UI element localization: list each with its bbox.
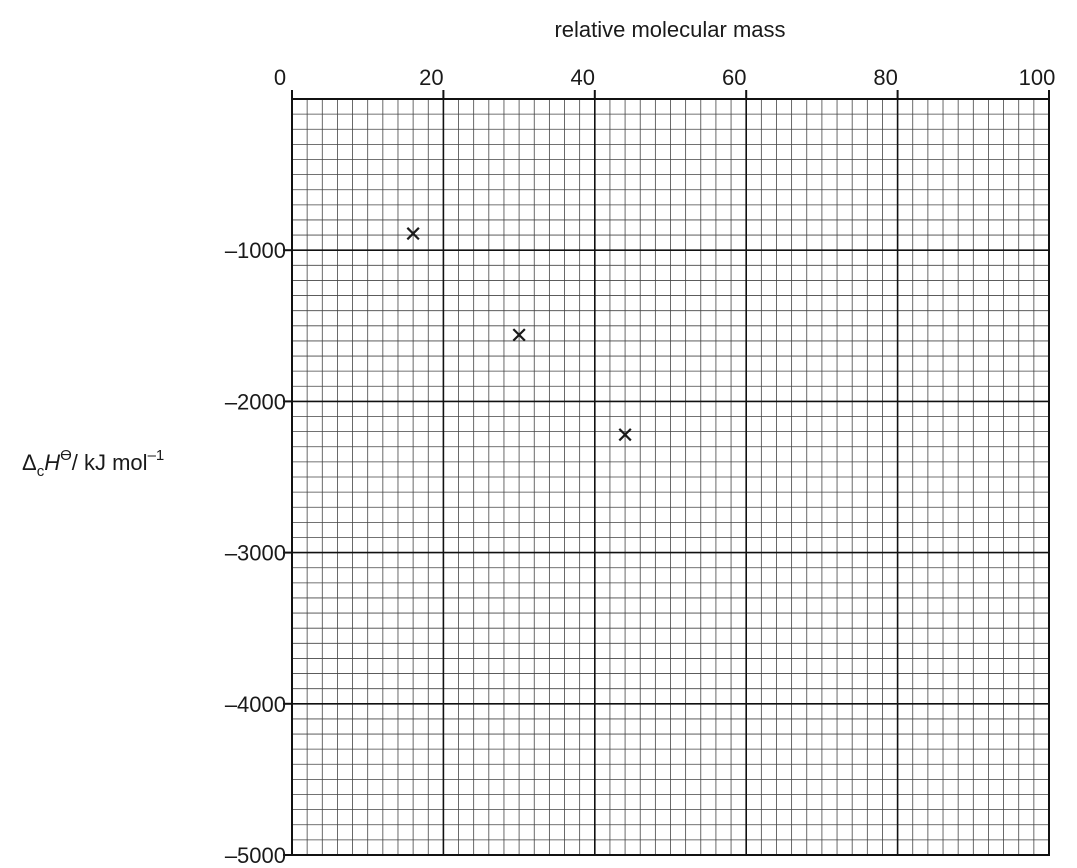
plot-border [291, 98, 1050, 856]
x-tick-label: 0 [274, 65, 286, 90]
y-tick-label: –5000 [225, 843, 286, 868]
x-tick-label: 20 [419, 65, 443, 90]
marker-stroke [618, 428, 632, 442]
x-tick-labels: 0 20 40 60 80 100 [274, 65, 1055, 90]
y-tick-label: –3000 [225, 541, 286, 566]
y-axis-delta: Δ [22, 450, 37, 475]
data-point-marker [512, 328, 526, 342]
data-points [406, 227, 632, 442]
x-tick-label: 80 [873, 65, 897, 90]
y-tick-label: –1000 [225, 238, 286, 263]
y-axis-subscript: c [37, 463, 45, 480]
data-point-marker [618, 428, 632, 442]
axes [283, 90, 1050, 856]
y-axis-unit-exponent: –1 [148, 447, 165, 464]
x-tick-label: 60 [722, 65, 746, 90]
y-axis-standard-state: ϴ [60, 447, 72, 464]
marker-stroke [406, 227, 420, 241]
minor-grid [292, 99, 1049, 855]
y-tick-label: –2000 [225, 389, 286, 414]
marker-stroke [512, 328, 526, 342]
y-tick-labels: –1000 –2000 –3000 –4000 –5000 [225, 238, 286, 868]
x-tick-label: 40 [571, 65, 595, 90]
x-tick-label: 100 [1019, 65, 1056, 90]
y-axis-title: ΔcHϴ/ kJ mol–1 [22, 447, 164, 480]
y-tick-label: –4000 [225, 692, 286, 717]
data-point-marker [406, 227, 420, 241]
x-axis-title: relative molecular mass [554, 17, 785, 42]
y-axis-unit: / kJ mol [72, 450, 148, 475]
y-axis-symbol: H [44, 450, 60, 475]
